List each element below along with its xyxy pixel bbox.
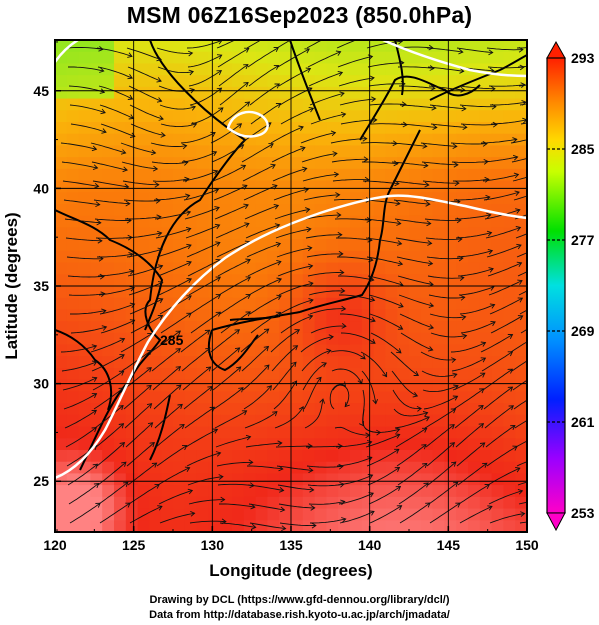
map-title: MSM 06Z16Sep2023 (850.0hPa) — [126, 2, 473, 28]
colorbar-top-arrow — [546, 40, 566, 59]
contour-288 — [55, 194, 527, 480]
contour-top-left — [55, 40, 79, 63]
lat-lon-grid — [55, 40, 527, 532]
x-axis-ticks: 120 125 130 135 140 145 150 — [43, 526, 539, 553]
x-tick-label: 130 — [201, 537, 225, 553]
x-tick-label: 145 — [437, 537, 461, 553]
x-tick-label: 120 — [43, 537, 67, 553]
colorbar-label: 269 — [571, 323, 595, 339]
y-axis-ticks: 25 30 35 40 45 — [33, 41, 61, 531]
x-tick-label: 135 — [279, 537, 303, 553]
credit-data: Data from http://database.rish.kyoto-u.a… — [149, 609, 450, 621]
colorbar-label: 277 — [571, 232, 595, 248]
colorbar-bottom-arrow — [546, 512, 566, 532]
x-tick-label: 125 — [122, 537, 146, 553]
contour-lines — [55, 40, 527, 480]
credit-drawing: Drawing by DCL (https://www.gfd-dennou.o… — [149, 594, 450, 606]
y-tick-label: 40 — [33, 180, 49, 196]
x-tick-label: 140 — [358, 537, 382, 553]
colorbar-label: 261 — [571, 414, 595, 430]
colorbar-label: 253 — [571, 505, 595, 521]
colorbar-label: 285 — [571, 141, 595, 157]
colorbar: 293 285 277 269 261 253 — [546, 40, 595, 532]
y-tick-label: 45 — [33, 83, 49, 99]
y-axis-label: Latitude (degrees) — [2, 212, 21, 359]
colorbar-label: 293 — [571, 50, 595, 66]
contour-label-285: 285 — [160, 332, 184, 348]
x-axis-label: Longitude (degrees) — [209, 561, 372, 580]
colorbar-bar — [546, 57, 566, 514]
contour-small — [226, 110, 269, 138]
y-tick-label: 25 — [33, 473, 49, 489]
contour-285 — [382, 40, 527, 78]
x-tick-label: 150 — [515, 537, 539, 553]
y-tick-label: 30 — [33, 376, 49, 392]
y-tick-label: 35 — [33, 278, 49, 294]
